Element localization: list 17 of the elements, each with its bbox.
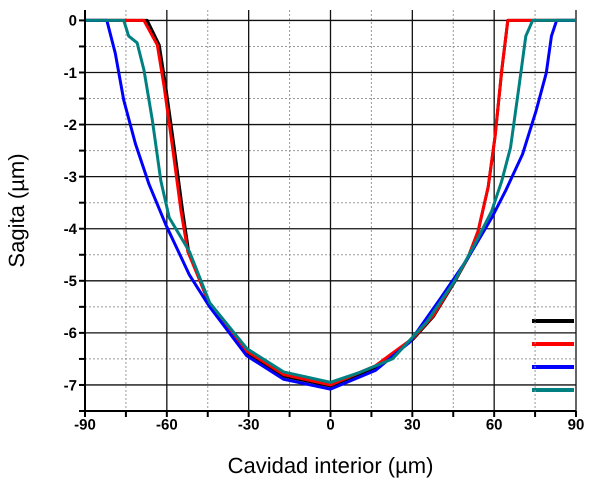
- x-tick-label: -90: [74, 416, 96, 434]
- x-tick-label: 60: [486, 416, 503, 434]
- x-tick-label: -30: [238, 416, 260, 434]
- x-tick-label: -60: [156, 416, 178, 434]
- x-axis-title: Cavidad interior (µm): [228, 453, 434, 478]
- y-tick-label: -2: [64, 116, 77, 134]
- y-axis-title: Sagita (µm): [4, 153, 29, 268]
- x-tick-label: 30: [404, 416, 421, 434]
- y-tick-label: -6: [64, 325, 77, 342]
- y-tick-label: -4: [64, 221, 78, 238]
- y-tick-label: -1: [64, 64, 77, 82]
- y-tick-label: -7: [64, 377, 77, 394]
- y-tick-label: -5: [64, 273, 77, 290]
- y-tick-label: -3: [64, 168, 77, 186]
- x-tick-label: 90: [568, 416, 584, 434]
- x-tick-label: 0: [326, 416, 335, 434]
- y-tick-label: 0: [68, 12, 77, 30]
